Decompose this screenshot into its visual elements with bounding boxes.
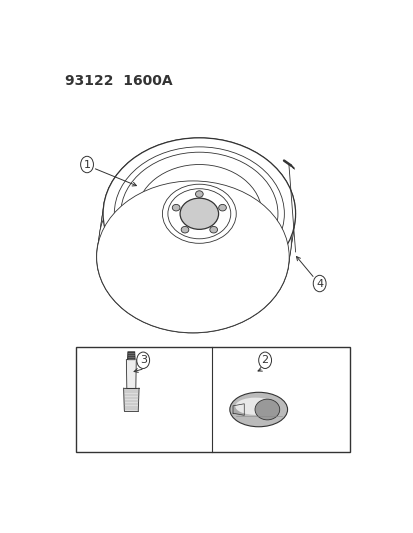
Ellipse shape	[97, 181, 288, 333]
Ellipse shape	[168, 189, 230, 239]
Polygon shape	[233, 404, 244, 415]
Polygon shape	[126, 359, 136, 388]
Ellipse shape	[229, 392, 287, 427]
Text: 1: 1	[83, 159, 90, 169]
Ellipse shape	[195, 191, 203, 197]
Ellipse shape	[181, 227, 188, 233]
Circle shape	[81, 156, 93, 173]
Ellipse shape	[121, 152, 277, 276]
Polygon shape	[128, 352, 135, 359]
Ellipse shape	[114, 147, 284, 281]
Ellipse shape	[99, 166, 291, 318]
Text: 93122  1600A: 93122 1600A	[64, 74, 172, 88]
Bar	[76, 347, 349, 452]
Ellipse shape	[103, 138, 295, 289]
Circle shape	[136, 352, 149, 368]
Ellipse shape	[103, 138, 295, 289]
Polygon shape	[123, 388, 139, 411]
Ellipse shape	[209, 227, 217, 233]
Ellipse shape	[101, 152, 293, 304]
Text: 2: 2	[261, 356, 268, 365]
Text: 4: 4	[316, 279, 323, 288]
Ellipse shape	[172, 204, 180, 211]
Text: 3: 3	[139, 356, 146, 365]
Ellipse shape	[162, 184, 236, 243]
Ellipse shape	[235, 398, 275, 415]
Ellipse shape	[136, 165, 261, 263]
Circle shape	[313, 276, 325, 292]
Ellipse shape	[97, 181, 288, 333]
Ellipse shape	[180, 198, 218, 229]
Ellipse shape	[254, 399, 279, 420]
Circle shape	[258, 352, 271, 368]
Ellipse shape	[218, 204, 226, 211]
